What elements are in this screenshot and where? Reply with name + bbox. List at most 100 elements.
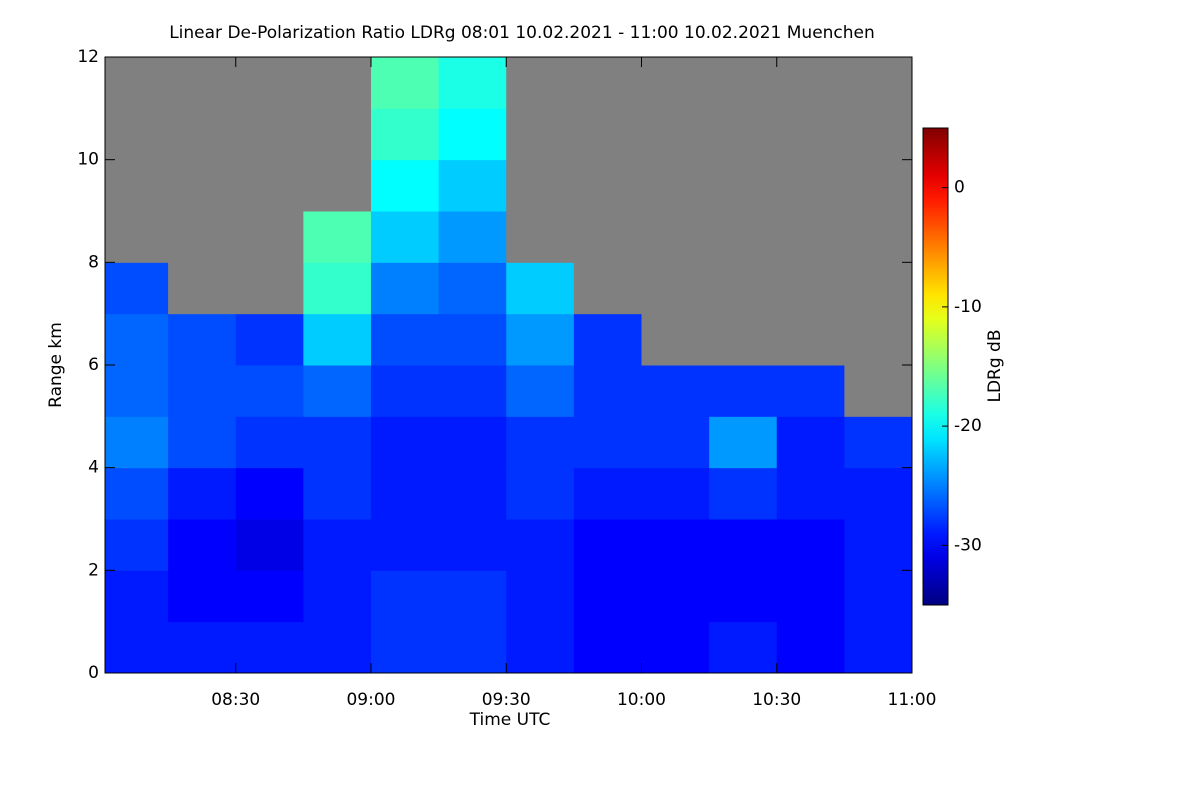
- heatmap-cell: [709, 416, 778, 469]
- heatmap-cell: [235, 621, 304, 674]
- heatmap-cell: [844, 57, 913, 109]
- heatmap-cell: [438, 313, 507, 366]
- colorbar-label: LDRg dB: [985, 329, 1005, 402]
- y-tick-label: 4: [88, 458, 99, 478]
- heatmap-cell: [235, 108, 304, 161]
- x-tick-label: 11:00: [888, 690, 937, 710]
- heatmap-cell: [438, 365, 507, 417]
- heatmap-cell: [105, 57, 169, 109]
- y-tick-label: 6: [88, 355, 99, 375]
- heatmap-cell: [573, 108, 642, 161]
- heatmap-cell: [303, 262, 372, 315]
- heatmap-cell: [776, 365, 845, 417]
- heatmap-cell: [105, 365, 169, 417]
- x-tick-label: 09:00: [346, 690, 395, 710]
- heatmap-cell: [438, 467, 507, 520]
- y-tick-label: 12: [77, 47, 99, 67]
- heatmap-cell: [776, 519, 845, 571]
- heatmap-cell: [438, 621, 507, 674]
- heatmap-cell: [506, 621, 575, 674]
- heatmap-cell: [168, 519, 237, 571]
- heatmap-cell: [105, 159, 169, 212]
- heatmap-cell: [235, 159, 304, 212]
- heatmap-cell: [709, 108, 778, 161]
- heatmap-cell: [370, 159, 440, 212]
- colorbar-tick-label: -30: [954, 535, 982, 555]
- heatmap-cell: [438, 570, 507, 623]
- heatmap-cell: [641, 365, 710, 417]
- heatmap-cell: [235, 211, 304, 263]
- heatmap-cell: [235, 570, 304, 623]
- heatmap-cell: [438, 211, 507, 263]
- heatmap-cell: [438, 108, 507, 161]
- heatmap-cell: [506, 108, 575, 161]
- y-tick-label: 2: [88, 560, 99, 580]
- heatmap-cell: [438, 57, 507, 109]
- heatmap-cell: [303, 570, 372, 623]
- colorbar: [922, 127, 949, 606]
- x-tick-label: 08:30: [211, 690, 260, 710]
- heatmap-cell: [438, 159, 507, 212]
- heatmap-cell: [844, 519, 913, 571]
- heatmap-cell: [776, 57, 845, 109]
- heatmap-cell: [573, 467, 642, 520]
- heatmap-cell: [709, 159, 778, 212]
- heatmap-cell: [641, 519, 710, 571]
- heatmap-cell: [573, 159, 642, 212]
- heatmap-cell: [303, 621, 372, 674]
- heatmap-cell: [776, 159, 845, 212]
- heatmap-cell: [776, 211, 845, 263]
- heatmap-cell: [168, 108, 237, 161]
- heatmap-cell: [641, 416, 710, 469]
- y-tick-label: 8: [88, 252, 99, 272]
- heatmap-cell: [709, 313, 778, 366]
- heatmap-cell: [168, 467, 237, 520]
- heatmap-cell: [235, 365, 304, 417]
- heatmap-cell: [573, 57, 642, 109]
- heatmap-cell: [776, 262, 845, 315]
- heatmap-cell: [370, 416, 440, 469]
- heatmap-cell: [573, 262, 642, 315]
- heatmap-cell: [641, 621, 710, 674]
- heatmap-cell: [776, 621, 845, 674]
- heatmap-cell: [506, 262, 575, 315]
- heatmap-cell: [641, 159, 710, 212]
- heatmap-cell: [303, 211, 372, 263]
- heatmap-cell: [573, 570, 642, 623]
- heatmap-cell: [303, 159, 372, 212]
- heatmap-cell: [303, 57, 372, 109]
- heatmap-cell: [776, 416, 845, 469]
- heatmap-cell: [370, 570, 440, 623]
- heatmap-cell: [105, 262, 169, 315]
- heatmap-cell: [709, 621, 778, 674]
- heatmap-cell: [573, 519, 642, 571]
- heatmap-cell: [168, 621, 237, 674]
- heatmap-cell: [641, 57, 710, 109]
- heatmap-cell: [844, 108, 913, 161]
- heatmap-cell: [573, 211, 642, 263]
- heatmap-cell: [506, 416, 575, 469]
- heatmap-cell: [844, 467, 913, 520]
- heatmap-cell: [844, 211, 913, 263]
- heatmap-cell: [235, 519, 304, 571]
- heatmap-cell: [641, 108, 710, 161]
- heatmap-cell: [105, 211, 169, 263]
- heatmap-cell: [370, 313, 440, 366]
- heatmap-cell: [844, 621, 913, 674]
- heatmap-cell: [506, 211, 575, 263]
- heatmap-cell: [370, 108, 440, 161]
- heatmap-cell: [105, 621, 169, 674]
- heatmap-cell: [105, 108, 169, 161]
- heatmap-cell: [776, 313, 845, 366]
- heatmap-cell: [168, 416, 237, 469]
- x-tick-label: 10:00: [617, 690, 666, 710]
- heatmap-cell: [573, 416, 642, 469]
- heatmap-cell: [370, 365, 440, 417]
- heatmap-cell: [370, 621, 440, 674]
- heatmap-cell: [506, 467, 575, 520]
- heatmap-cell: [641, 570, 710, 623]
- heatmap-cell: [168, 570, 237, 623]
- heatmap-cell: [105, 467, 169, 520]
- heatmap-cell: [303, 108, 372, 161]
- heatmap-cell: [709, 365, 778, 417]
